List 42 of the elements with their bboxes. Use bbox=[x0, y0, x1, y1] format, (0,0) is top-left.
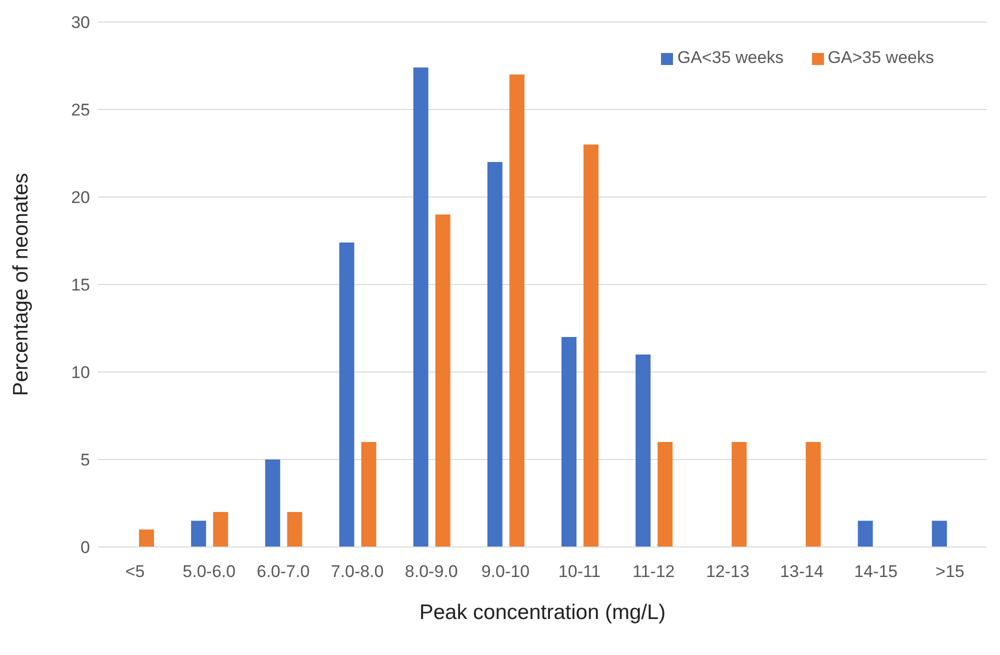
x-tick-label: 12-13 bbox=[706, 562, 750, 582]
bar bbox=[361, 442, 376, 547]
x-tick-label: 10-11 bbox=[558, 562, 601, 582]
x-tick-label: <5 bbox=[125, 562, 145, 582]
bar bbox=[636, 354, 651, 547]
y-axis-title: Percentage of neonates bbox=[9, 172, 32, 396]
x-tick-label: 8.0-9.0 bbox=[404, 562, 458, 582]
x-tick-label: 14-15 bbox=[854, 562, 898, 582]
bar bbox=[509, 74, 524, 547]
legend-label: GA>35 weeks bbox=[828, 48, 934, 67]
y-tick-label: 5 bbox=[80, 450, 90, 470]
x-axis-title: Peak concentration (mg/L) bbox=[419, 601, 666, 624]
bar bbox=[413, 68, 428, 547]
bar bbox=[265, 460, 280, 547]
bar bbox=[139, 530, 154, 547]
bar bbox=[339, 242, 354, 547]
y-tick-label: 10 bbox=[71, 363, 90, 382]
x-tick-label: 5.0-6.0 bbox=[182, 562, 236, 582]
bar bbox=[932, 520, 947, 547]
y-tick-label: 15 bbox=[71, 276, 90, 295]
x-tick-label: 9.0-10 bbox=[481, 562, 530, 582]
bar bbox=[213, 512, 228, 547]
bar bbox=[191, 520, 206, 547]
x-tick-label: 13-14 bbox=[780, 562, 824, 582]
bar bbox=[487, 162, 502, 547]
bar bbox=[858, 520, 873, 547]
x-tick-label: >15 bbox=[936, 562, 964, 582]
bar bbox=[584, 144, 598, 547]
bar bbox=[562, 337, 576, 547]
x-tick-label: 11-12 bbox=[632, 562, 675, 582]
x-tick-label: 6.0-7.0 bbox=[256, 562, 310, 582]
bar bbox=[287, 512, 302, 547]
y-tick-label: 25 bbox=[71, 100, 90, 120]
y-tick-label: 20 bbox=[71, 188, 90, 208]
bar bbox=[732, 442, 747, 547]
bar bbox=[658, 442, 673, 547]
legend-label: GA<35 weeks bbox=[677, 48, 784, 67]
bar bbox=[806, 442, 821, 547]
x-tick-label: 7.0-8.0 bbox=[330, 562, 384, 582]
bar bbox=[435, 214, 450, 547]
y-tick-label: 30 bbox=[71, 13, 90, 32]
y-tick-label: 0 bbox=[80, 538, 90, 558]
